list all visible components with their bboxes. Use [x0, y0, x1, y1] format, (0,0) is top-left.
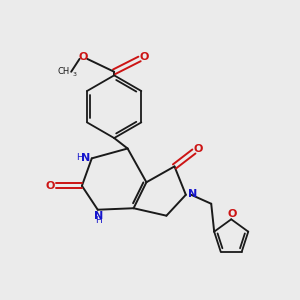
Text: 3: 3 [72, 72, 76, 77]
Text: O: O [46, 181, 55, 191]
Text: O: O [194, 144, 203, 154]
Text: H: H [76, 153, 83, 162]
Text: O: O [79, 52, 88, 62]
Text: H: H [95, 216, 102, 225]
Text: O: O [228, 209, 237, 219]
Text: CH: CH [57, 67, 70, 76]
Text: N: N [188, 189, 197, 199]
Text: N: N [94, 211, 103, 221]
Text: N: N [81, 153, 90, 163]
Text: O: O [139, 52, 148, 61]
